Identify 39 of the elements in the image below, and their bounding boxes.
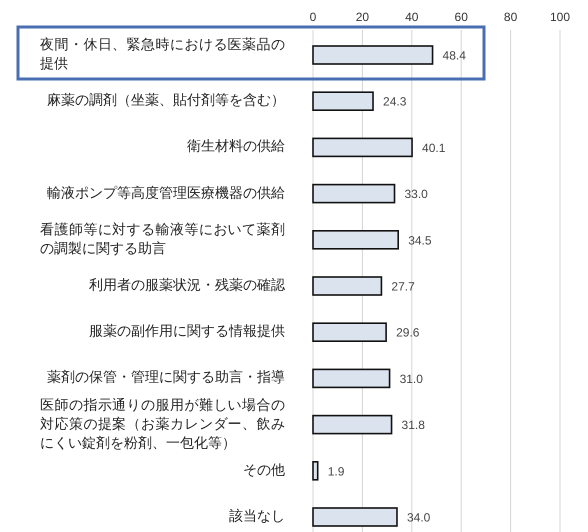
data-label: 33.0 [404, 187, 428, 202]
data-label: 48.4 [442, 48, 466, 62]
x-tick-label: 80 [504, 10, 518, 24]
data-label: 31.8 [402, 418, 426, 432]
y-tick-label: 看護師等に対する輸液等において薬剤の調製に関する助言 [40, 220, 285, 259]
bar [312, 461, 318, 481]
y-tick-label: 輸液ポンプ等高度管理医療機器の供給 [47, 184, 285, 204]
x-tick-label: 60 [454, 10, 468, 24]
data-label: 24.3 [383, 94, 407, 109]
y-tick-label: 夜間・休日、緊急時における医薬品の提供 [40, 36, 285, 74]
x-tick-label: 40 [405, 10, 419, 24]
data-label: 27.7 [391, 280, 416, 294]
bar [312, 414, 392, 434]
y-tick-label: 利用者の服薬状況・残薬の確認 [89, 276, 285, 296]
bar [312, 368, 390, 388]
bar [312, 276, 382, 296]
bar [312, 138, 413, 158]
bar [312, 507, 398, 527]
y-tick-label: 該当なし [229, 508, 285, 526]
data-label: 34.0 [406, 510, 431, 524]
bar [312, 230, 400, 250]
x-tick-label: 0 [310, 10, 317, 24]
data-label: 40.1 [422, 140, 446, 155]
bar [312, 322, 387, 342]
data-label: 31.0 [400, 372, 424, 386]
y-tick-label: その他 [243, 461, 285, 480]
data-label: 1.9 [328, 464, 345, 478]
x-tick-label: 100 [550, 10, 570, 24]
y-tick-label: 服薬の副作用に関する情報提供 [89, 322, 285, 342]
bar [312, 45, 434, 65]
x-tick-label: 20 [356, 10, 370, 24]
data-label: 34.5 [408, 233, 432, 248]
bar [312, 184, 396, 204]
data-label: 29.6 [396, 326, 420, 340]
y-tick-label: 薬剤の保管・管理に関する助言・指導 [47, 368, 285, 388]
bar [312, 91, 374, 111]
y-tick-label: 麻薬の調剤（坐薬、貼付剤等を含む） [47, 92, 285, 111]
y-tick-label: 衛生材料の供給 [187, 138, 285, 157]
y-tick-label: 医師の指示通りの服用が難しい場合の対応策の提案（お薬カレンダー、飲みにくい錠剤を粉剤、一包化等） [40, 396, 285, 454]
